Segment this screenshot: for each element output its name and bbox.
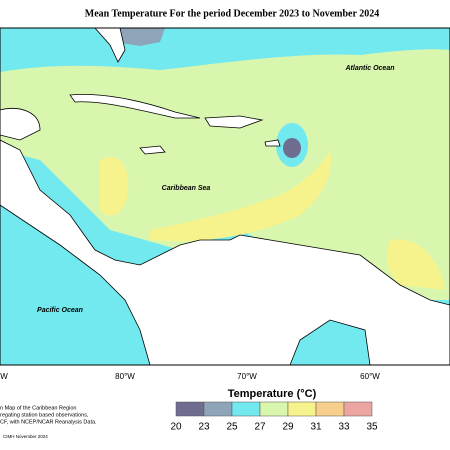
map bbox=[0, 27, 450, 366]
longitude-label: 90°W bbox=[0, 372, 8, 381]
legend-swatch bbox=[231, 401, 261, 417]
land bbox=[204, 115, 264, 129]
land bbox=[69, 94, 201, 119]
hot-area bbox=[387, 239, 445, 290]
longitude-label: 70°W bbox=[237, 372, 257, 381]
longitude-label: 80°W bbox=[115, 372, 135, 381]
ocean-label: Atlantic Ocean bbox=[344, 65, 394, 72]
legend-swatch bbox=[203, 401, 233, 417]
legend-swatch bbox=[175, 401, 205, 417]
land bbox=[139, 145, 166, 155]
legend-tick-label: 31 bbox=[310, 422, 322, 433]
warm-area bbox=[0, 49, 450, 300]
legend-swatch bbox=[287, 401, 317, 417]
legend-title: Temperature (°C) bbox=[228, 388, 317, 400]
legend-tick-label: 20 bbox=[170, 422, 182, 433]
footnote-line: CIMH November 2024 bbox=[3, 434, 48, 439]
footnote-line: CF, with NCEP/NCAR Reanalysis Data. bbox=[0, 419, 97, 425]
legend-swatch bbox=[259, 401, 289, 417]
legend-tick-label: 23 bbox=[198, 422, 210, 433]
colorbar: 20 23 25 27 29 31 33 35 bbox=[170, 401, 378, 433]
map-frame bbox=[0, 27, 450, 366]
land bbox=[0, 139, 450, 366]
ocean-label: Pacific Ocean bbox=[37, 307, 83, 314]
footnote-line: n Map of the Caribbean Region bbox=[0, 405, 76, 411]
hot-area bbox=[100, 156, 129, 216]
land bbox=[0, 108, 41, 141]
cool-area bbox=[283, 138, 301, 158]
legend-tick-label: 29 bbox=[282, 422, 294, 433]
legend-tick-label: 33 bbox=[338, 422, 350, 433]
legend-tick-label: 25 bbox=[226, 422, 238, 433]
ocean-label: Caribbean Sea bbox=[162, 185, 211, 192]
legend-swatch bbox=[343, 401, 373, 417]
legend-swatch bbox=[315, 401, 345, 417]
hot-area bbox=[150, 150, 331, 242]
legend-tick-label: 35 bbox=[366, 422, 378, 433]
longitude-label: 60°W bbox=[360, 372, 380, 381]
title: Mean Temperature For the period December… bbox=[85, 8, 379, 19]
footnote-line: regating station based observations, bbox=[0, 412, 89, 418]
legend-tick-label: 27 bbox=[254, 422, 266, 433]
land bbox=[264, 139, 281, 147]
